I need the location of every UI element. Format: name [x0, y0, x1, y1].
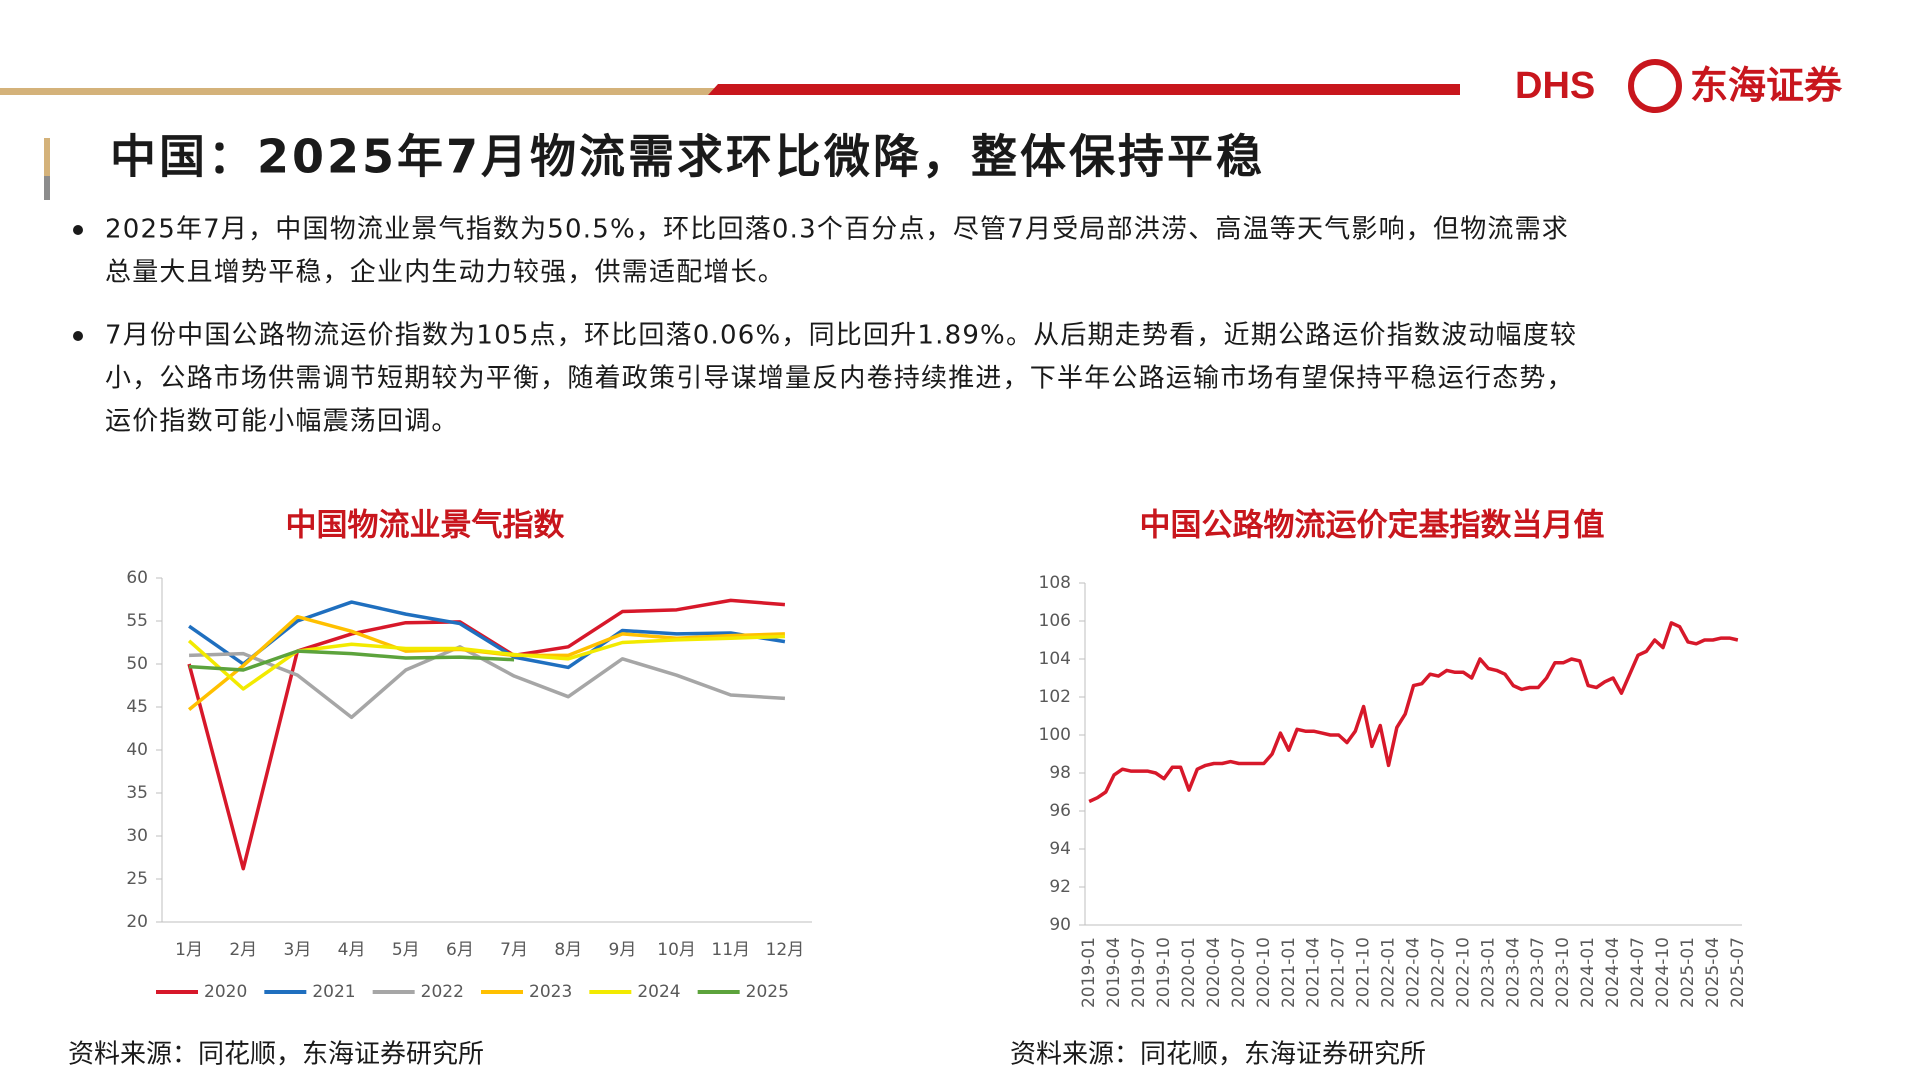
x-tick-label: 2021-04: [1304, 937, 1324, 1008]
x-tick-label: 2021-07: [1329, 937, 1349, 1008]
y-tick-label: 20: [126, 912, 148, 932]
red-bar: [708, 84, 1460, 95]
x-tick-label: 2022-04: [1404, 937, 1424, 1008]
bullet-text: 2025年7月，中国物流业景气指数为50.5%，环比回落0.3个百分点，尽管7月…: [105, 215, 1569, 245]
y-tick-label: 100: [1039, 725, 1071, 745]
x-tick-label: 3月: [284, 940, 312, 960]
x-tick-label: 2024-10: [1653, 937, 1673, 1008]
series-line: [188, 649, 515, 672]
source-note: 资料来源：同花顺，东海证券研究所: [68, 1040, 484, 1070]
x-tick-label: 2022-07: [1428, 937, 1448, 1008]
series-line: [187, 634, 785, 691]
x-tick-label: 2022-01: [1379, 937, 1399, 1008]
x-tick-label: 1月: [175, 940, 203, 960]
x-tick-label: 2019-01: [1079, 937, 1099, 1008]
bullet-text: 运价指数可能小幅震荡回调。: [105, 407, 459, 437]
y-tick-label: 94: [1049, 839, 1071, 859]
logo-cn: 东海证券: [1690, 64, 1843, 108]
series-line: [1088, 621, 1739, 804]
logo-icon: [1628, 59, 1682, 113]
y-tick-label: 45: [126, 697, 148, 717]
bullet-dot: [73, 331, 83, 341]
legend-label: 2020: [204, 982, 247, 1002]
x-tick-label: 2025-07: [1728, 937, 1748, 1008]
y-tick-label: 92: [1049, 877, 1071, 897]
x-tick-label: 2019-04: [1104, 937, 1124, 1008]
series-line: [189, 645, 786, 720]
x-tick-label: 2021-10: [1354, 937, 1374, 1008]
bullet-text: 总量大且增势平稳，企业内生动力较强，供需适配增长。: [105, 258, 785, 288]
x-tick-label: 2023-04: [1503, 937, 1523, 1008]
x-tick-label: 2025-01: [1678, 937, 1698, 1008]
x-tick-label: 2025-04: [1703, 937, 1723, 1008]
y-tick-label: 106: [1039, 611, 1071, 631]
x-tick-label: 12月: [766, 940, 805, 960]
bullet-text: 7月份中国公路物流运价指数为105点，环比回落0.06%，同比回升1.89%。从…: [105, 321, 1577, 351]
series-line: [188, 600, 786, 670]
x-tick-label: 4月: [338, 940, 366, 960]
y-tick-label: 104: [1039, 649, 1071, 669]
y-tick-label: 25: [126, 869, 148, 889]
x-tick-label: 2024-07: [1628, 937, 1648, 1008]
y-tick-label: 30: [126, 826, 148, 846]
chart-title: 中国物流业景气指数: [286, 508, 565, 544]
x-tick-label: 2023-10: [1553, 937, 1573, 1008]
x-tick-label: 2023-01: [1478, 937, 1498, 1008]
x-tick-label: 10月: [657, 940, 696, 960]
x-tick-label: 7月: [500, 940, 528, 960]
x-tick-label: 2019-07: [1129, 937, 1149, 1008]
x-tick-label: 2020-04: [1204, 937, 1224, 1008]
x-tick-label: 2022-10: [1453, 937, 1473, 1008]
x-tick-label: 5月: [392, 940, 420, 960]
legend-label: 2023: [529, 982, 572, 1002]
bullet-dot: [73, 225, 83, 235]
x-tick-label: 8月: [554, 940, 582, 960]
x-tick-label: 2019-10: [1154, 937, 1174, 1008]
x-tick-label: 11月: [711, 940, 750, 960]
x-tick-label: 2020-01: [1179, 937, 1199, 1008]
chart-title: 中国公路物流运价定基指数当月值: [1140, 508, 1605, 544]
gold-bar: [0, 88, 715, 95]
y-tick-label: 50: [126, 654, 148, 674]
legend-label: 2022: [421, 982, 464, 1002]
legend-label: 2024: [637, 982, 680, 1002]
bullet-text: 小，公路市场供需调节短期较为平衡，随着政策引导谋增量反内卷持续推进，下半年公路运…: [105, 364, 1574, 394]
legend-label: 2021: [312, 982, 355, 1002]
x-tick-label: 9月: [609, 940, 637, 960]
x-tick-label: 2021-01: [1279, 937, 1299, 1008]
y-tick-label: 98: [1049, 763, 1071, 783]
logo-latin: DHS: [1515, 65, 1595, 107]
slide-title: 中国：2025年7月物流需求环比微降，整体保持平稳: [110, 130, 1265, 184]
y-tick-label: 102: [1039, 687, 1071, 707]
x-tick-label: 2024-01: [1578, 937, 1598, 1008]
y-tick-label: 108: [1039, 573, 1071, 593]
x-tick-label: 2024-04: [1603, 937, 1623, 1008]
x-tick-label: 2020-07: [1229, 937, 1249, 1008]
x-tick-label: 2月: [229, 940, 257, 960]
y-tick-label: 60: [126, 568, 148, 588]
x-tick-label: 2020-10: [1254, 937, 1274, 1008]
y-tick-label: 90: [1049, 915, 1071, 935]
title-accent: [44, 138, 50, 176]
y-tick-label: 40: [126, 740, 148, 760]
y-tick-label: 96: [1049, 801, 1071, 821]
source-note: 资料来源：同花顺，东海证券研究所: [1010, 1040, 1426, 1070]
title-accent-grey: [44, 176, 50, 200]
y-tick-label: 55: [126, 611, 148, 631]
y-tick-label: 35: [126, 783, 148, 803]
x-tick-label: 6月: [446, 940, 474, 960]
x-tick-label: 2023-07: [1528, 937, 1548, 1008]
legend-label: 2025: [746, 982, 789, 1002]
